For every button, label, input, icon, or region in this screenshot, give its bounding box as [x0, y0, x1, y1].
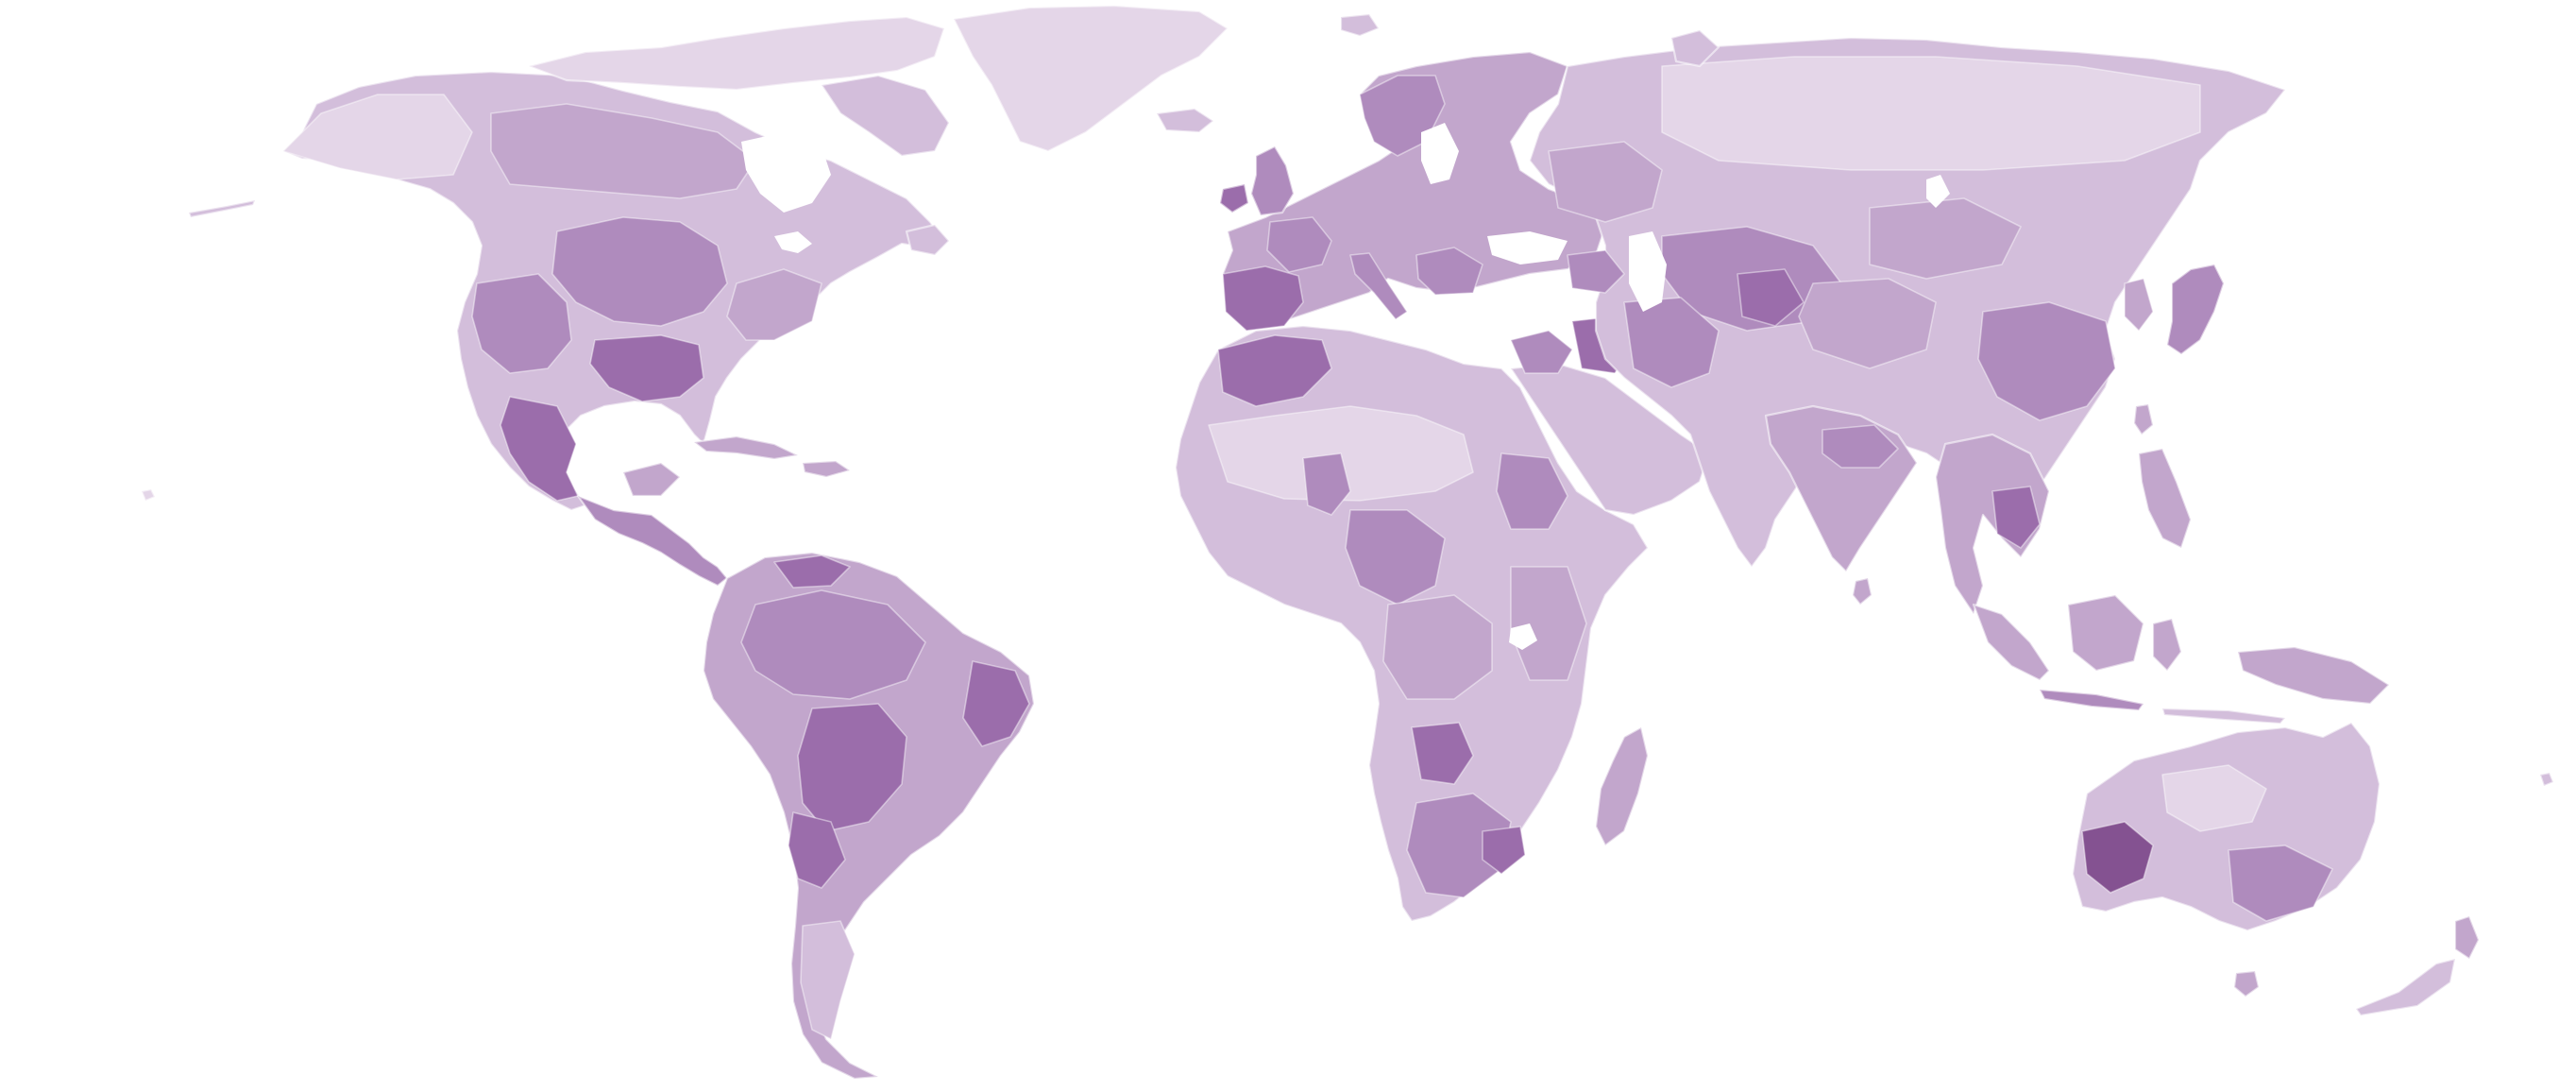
landmass-madagascar [1594, 725, 1650, 847]
region-balkans [1415, 247, 1483, 296]
region-brazil-northeast [962, 660, 1030, 747]
borneo [2066, 593, 2145, 673]
caspian-sea [1629, 231, 1667, 312]
hudson-bay [741, 132, 831, 213]
indochina [1934, 433, 2051, 616]
region-siberia [1661, 56, 2201, 171]
landmass-south-america [702, 551, 1036, 1081]
region-kalahari [1411, 722, 1474, 785]
region-levant [1510, 330, 1573, 374]
region-congo [1382, 594, 1493, 700]
region-us-plains [551, 216, 728, 327]
lake-baikal [1926, 175, 1950, 208]
java [2038, 688, 2145, 712]
region-ethiopia [1496, 452, 1568, 530]
region-bolivia [788, 811, 846, 889]
region-us-east [726, 268, 822, 341]
landmass-north-america [281, 70, 946, 512]
landmass-uk-ireland [1218, 145, 1296, 217]
region-italy [1349, 252, 1408, 320]
ireland [1218, 182, 1250, 214]
central-america-isthmus [576, 494, 729, 588]
landmass-australia [2071, 721, 2381, 998]
region-russia-west [1548, 141, 1663, 223]
small-islands [140, 12, 2555, 788]
region-brazil-central [797, 703, 907, 832]
svalbard [1339, 12, 1381, 38]
new-guinea [2236, 645, 2391, 706]
region-us-south [589, 334, 704, 402]
newfoundland [905, 223, 951, 257]
region-iran [1623, 297, 1720, 388]
region-southern-africa [1406, 793, 1512, 898]
sumatra [1972, 603, 2051, 682]
region-us-southwest [471, 273, 572, 374]
fiji [2538, 771, 2555, 788]
region-iberia [1222, 265, 1304, 332]
baltic-sea [1421, 123, 1459, 184]
region-central-desert [2161, 764, 2267, 832]
landmass-japan [2165, 263, 2226, 356]
region-kazakh-steppe [1737, 268, 1805, 327]
yucatan [621, 461, 682, 498]
region-amazon [740, 589, 926, 700]
region-western-australia [2081, 821, 2154, 894]
nz-south-island [2354, 957, 2457, 1017]
landmass-iceland [1155, 107, 1215, 134]
landmass-southeast-asia [1934, 402, 2193, 616]
taiwan [2132, 402, 2155, 436]
black-sea [1487, 231, 1568, 264]
nz-north-island [2453, 914, 2481, 961]
region-south-africa-east [1482, 826, 1526, 875]
landmass-central-america [576, 435, 852, 588]
region-caucasus [1567, 249, 1625, 294]
arabian-peninsula [1509, 362, 1711, 517]
sulawesi [2151, 617, 2183, 673]
cuba [692, 435, 800, 461]
sri-lanka [1851, 576, 1873, 606]
great-lakes [774, 231, 812, 253]
landmass-greenland [952, 4, 1229, 153]
region-mexico [500, 396, 579, 502]
landmass-asia [1487, 36, 2287, 569]
baffin-island [820, 74, 951, 158]
tasmania [2232, 969, 2261, 998]
lesser-sunda [2161, 707, 2287, 725]
philippines [2137, 447, 2193, 550]
region-patagonia [800, 920, 856, 1040]
region-alaska [282, 94, 473, 180]
region-korea [2124, 278, 2154, 332]
landmass-africa [1174, 324, 1650, 923]
aleutian-islands [187, 198, 257, 219]
landmass-india [1764, 404, 1919, 606]
landmass-new-zealand [2354, 914, 2481, 1017]
novaya-zemlya [1669, 28, 1720, 68]
lake-victoria [1509, 623, 1537, 650]
region-venezuela [773, 555, 851, 589]
region-murray-darling [2228, 845, 2333, 922]
region-ganges [1822, 424, 1899, 469]
region-china-east [1977, 301, 2116, 421]
region-mekong [1991, 486, 2041, 549]
region-canada-north [490, 103, 756, 199]
great-britain [1249, 145, 1296, 217]
region-maghreb [1217, 334, 1332, 407]
arctic-archipelago [527, 15, 946, 92]
region-china-west [1798, 278, 1937, 369]
landmass-arctic-islands [527, 15, 951, 257]
region-france [1266, 216, 1332, 273]
region-mongolia [1869, 197, 2022, 280]
hispaniola [801, 459, 852, 479]
landmass-indonesia [1972, 593, 2391, 725]
hawaii [140, 487, 157, 503]
region-sahel-east [1302, 452, 1351, 516]
region-central-africa [1345, 509, 1446, 606]
